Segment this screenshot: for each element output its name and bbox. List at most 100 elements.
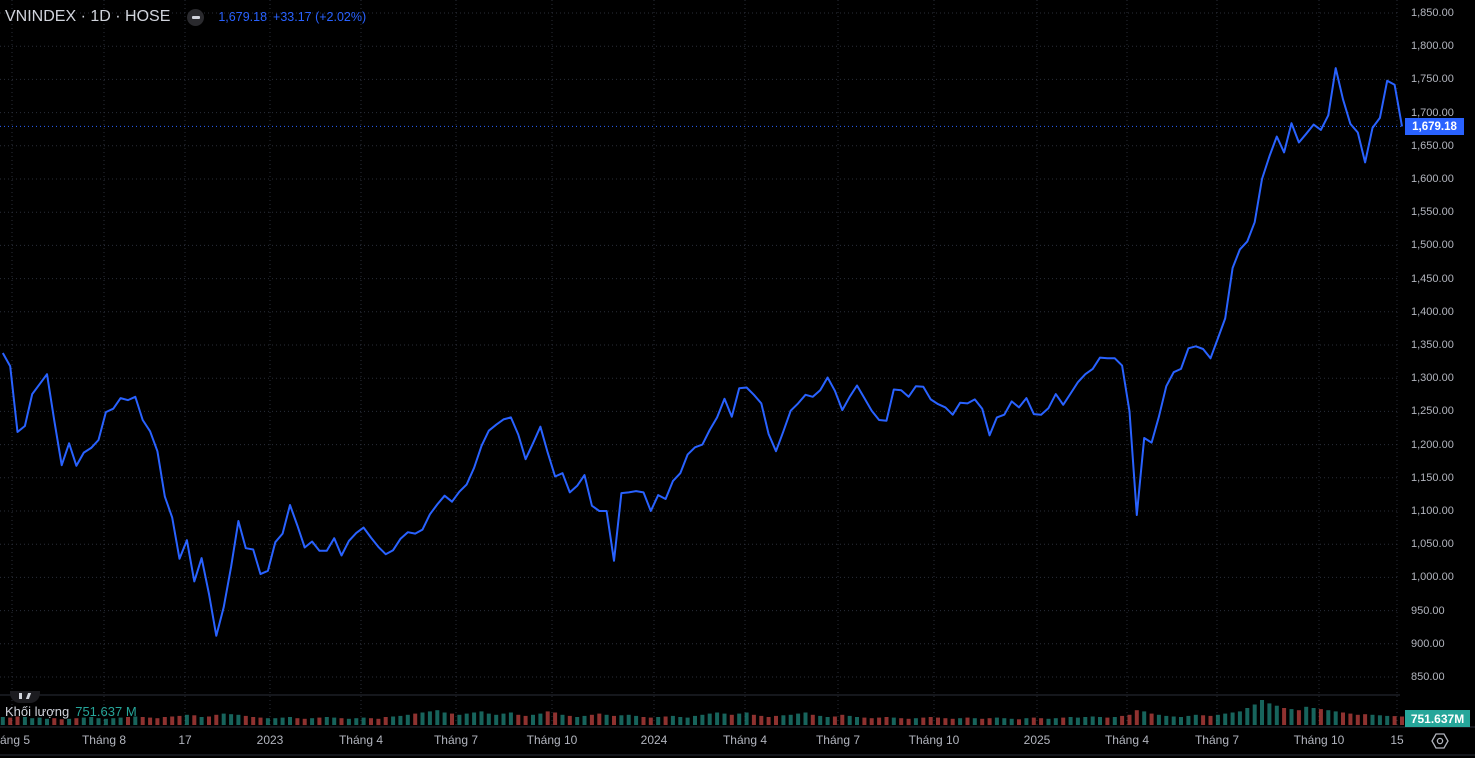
price-line xyxy=(1,67,1403,637)
volume-bar xyxy=(766,717,771,725)
volume-bar xyxy=(1296,710,1301,725)
volume-bar xyxy=(177,715,182,725)
volume-bar xyxy=(958,718,963,725)
minus-circle-icon[interactable] xyxy=(187,8,205,26)
volume-bar xyxy=(634,715,639,725)
volume-bar xyxy=(81,717,86,725)
volume-bar xyxy=(626,714,631,725)
volume-bar xyxy=(810,714,815,725)
volume-bar xyxy=(1179,717,1183,725)
volume-bar xyxy=(1098,717,1102,725)
volume-bar xyxy=(553,712,558,725)
volume-bar xyxy=(295,718,300,725)
volume-bar xyxy=(103,718,108,726)
volume-bar xyxy=(715,712,720,725)
y-tick-label: 950.00 xyxy=(1411,604,1445,617)
volume-bar xyxy=(96,718,101,725)
volume-bar xyxy=(273,718,278,725)
volume-bar xyxy=(442,712,447,725)
volume-bar xyxy=(229,714,234,725)
volume-bar xyxy=(1134,710,1139,725)
x-tick-label: Tháng 10 xyxy=(526,733,578,747)
y-tick-label: 850.00 xyxy=(1411,671,1445,683)
symbol-title[interactable]: VNINDEX · 1D · HOSE xyxy=(5,8,171,25)
y-tick-label: 1,050.00 xyxy=(1411,538,1454,551)
x-tick-label: Tháng 10 xyxy=(908,733,960,747)
volume-bar xyxy=(1120,715,1125,725)
volume-bar xyxy=(884,717,889,725)
volume-bar xyxy=(729,714,734,725)
volume-bar xyxy=(1355,714,1360,725)
volume-bar xyxy=(1333,711,1338,725)
x-tick-label: 17 xyxy=(178,733,192,747)
volume-bar xyxy=(435,710,440,725)
volume-bar xyxy=(1142,711,1147,725)
volume-bar xyxy=(1112,717,1117,725)
volume-bar xyxy=(1090,716,1095,725)
volume-bar xyxy=(612,715,616,725)
volume-bar xyxy=(1363,714,1368,725)
volume-bar xyxy=(788,714,793,725)
volume-bar xyxy=(45,718,49,726)
volume-bar xyxy=(1156,714,1161,725)
volume-bar xyxy=(89,717,94,725)
volume-bar xyxy=(405,714,410,725)
volume-bar xyxy=(413,713,418,725)
volume-bar xyxy=(52,718,57,725)
volume-value: 751.637 M xyxy=(75,704,137,719)
volume-bar xyxy=(869,718,874,725)
volume-bar xyxy=(648,717,653,725)
volume-bar xyxy=(0,717,5,725)
y-tick-label: 1,750.00 xyxy=(1411,73,1454,86)
volume-bar xyxy=(1193,714,1198,725)
volume-pane-collapse-icon[interactable] xyxy=(10,691,40,703)
volume-bar xyxy=(1075,717,1080,725)
volume-bar xyxy=(700,714,705,725)
volume-bar xyxy=(288,717,292,725)
y-tick-label: 1,800.00 xyxy=(1411,40,1454,53)
volume-bar xyxy=(891,717,896,725)
settings-gear-icon[interactable] xyxy=(1431,732,1449,750)
volume-bar xyxy=(1245,708,1250,725)
volume-legend: Khối lượng 751.637 M xyxy=(5,704,137,719)
y-tick-label: 900.00 xyxy=(1411,637,1445,650)
volume-bar xyxy=(913,718,918,725)
volume-bar xyxy=(155,718,160,725)
volume-bar xyxy=(936,717,940,725)
volume-bar xyxy=(818,715,823,725)
volume-bar xyxy=(987,718,992,725)
volume-bar xyxy=(1046,718,1051,726)
volume-bar xyxy=(199,717,204,725)
volume-bar xyxy=(192,715,197,725)
x-tick-label: Tháng 7 xyxy=(433,733,479,747)
x-tick-label: áng 5 xyxy=(0,733,31,747)
volume-bar xyxy=(560,714,565,725)
volume-bar xyxy=(324,717,329,725)
volume-bar xyxy=(1149,713,1154,725)
volume-bar xyxy=(906,718,911,726)
volume-bar xyxy=(1341,712,1345,725)
last-price: 1,679.18 xyxy=(218,10,268,24)
volume-bar xyxy=(1282,708,1287,725)
volume-bar xyxy=(74,718,79,725)
volume-bar xyxy=(148,717,153,725)
volume-bar xyxy=(1289,709,1294,725)
y-tick-label: 1,350.00 xyxy=(1411,339,1454,351)
volume-bar xyxy=(243,715,248,725)
volume-bar xyxy=(1326,710,1331,725)
volume-bar xyxy=(943,718,948,725)
y-tick-label: 1,450.00 xyxy=(1411,272,1454,285)
volume-bar xyxy=(214,714,219,725)
volume-bar xyxy=(1392,716,1397,725)
volume-bar xyxy=(221,713,226,725)
x-tick-label: 2024 xyxy=(640,733,668,747)
volume-bar xyxy=(1053,718,1058,725)
volume-bar xyxy=(1252,704,1257,725)
x-tick-label: Tháng 8 xyxy=(81,733,127,747)
y-tick-label: 1,200.00 xyxy=(1411,438,1454,451)
volume-bar xyxy=(457,714,462,725)
volume-bar xyxy=(803,712,808,725)
volume-bar xyxy=(1201,715,1206,725)
volume-bar xyxy=(516,714,521,725)
